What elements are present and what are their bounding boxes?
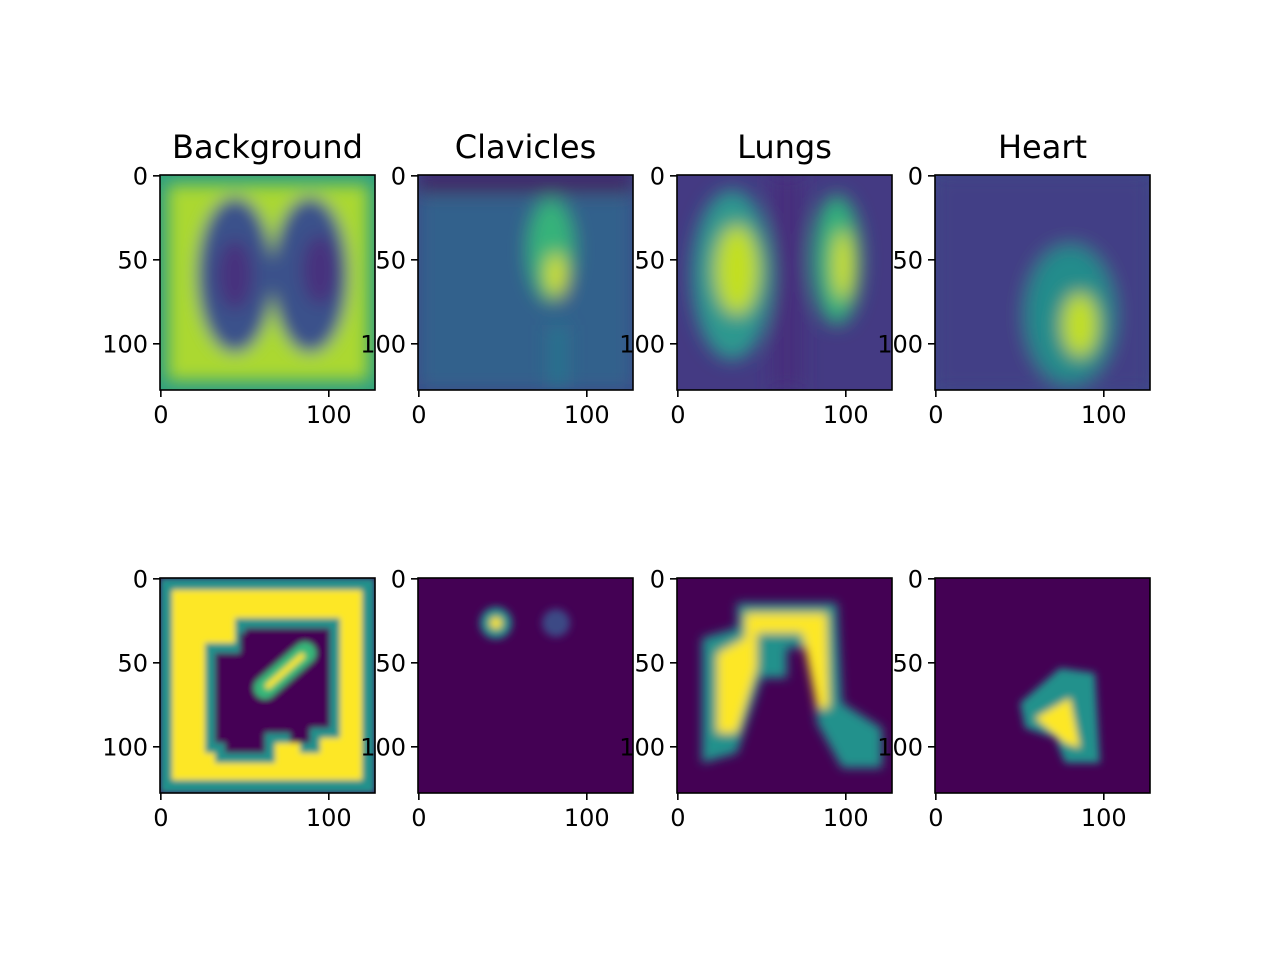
x-tick-label: 100 [1081,804,1127,832]
x-tick-label: 100 [564,401,610,429]
x-tick-label: 0 [928,401,943,429]
x-tick-label: 100 [1081,401,1127,429]
panel-clavicles-r1c2: Clavicles 0 100 0 50 100 [360,128,634,429]
y-tick-label: 100 [102,330,148,358]
x-tick-label: 0 [153,401,168,429]
x-tick-label: 0 [153,804,168,832]
panel-title: Clavicles [455,128,597,166]
x-tick-label: 100 [823,804,869,832]
y-tick-label: 100 [877,733,923,761]
x-tick-label: 0 [411,804,426,832]
y-tick-label: 100 [877,330,923,358]
y-tick-label: 100 [360,330,406,358]
panel-panel-r2c2: 0 100 0 50 100 [360,565,634,832]
x-tick-label: 100 [306,804,352,832]
panel-panel-r2c1: 0 100 0 50 100 [102,565,376,832]
y-tick-label: 50 [634,649,665,677]
y-tick-label: 0 [908,565,923,593]
panel-title: Heart [998,128,1087,166]
y-tick-label: 100 [360,733,406,761]
y-tick-label: 100 [619,330,665,358]
heatmap-image [418,175,633,390]
y-tick-label: 50 [892,649,923,677]
axes-frame [417,577,634,794]
y-tick-label: 50 [117,649,148,677]
axes-frame [159,174,376,391]
x-tick-label: 0 [670,401,685,429]
panel-heart-r1c4: Heart 0 100 0 50 100 [877,128,1151,429]
x-tick-label: 100 [823,401,869,429]
y-tick-label: 0 [133,162,148,190]
heatmap-image [160,175,375,390]
y-tick-label: 50 [634,246,665,274]
y-tick-label: 50 [375,246,406,274]
y-tick-label: 100 [102,733,148,761]
panel-panel-r2c4: 0 100 0 50 100 [877,565,1151,832]
axes-frame [934,174,1151,391]
y-tick-label: 0 [650,162,665,190]
panel-panel-r2c3: 0 100 0 50 100 [619,565,893,832]
y-tick-label: 0 [391,162,406,190]
y-tick-label: 0 [133,565,148,593]
x-tick-label: 100 [564,804,610,832]
heatmap-image [418,578,633,793]
y-tick-label: 50 [375,649,406,677]
panel-title: Background [172,128,363,166]
heatmap-image [935,175,1150,390]
y-tick-label: 0 [391,565,406,593]
panel-background-r1c1: Background 0 100 0 50 100 [102,128,376,429]
y-tick-label: 0 [650,565,665,593]
x-tick-label: 0 [670,804,685,832]
heatmap-image [677,578,892,793]
axes-frame [934,577,1151,794]
axes-frame [417,174,634,391]
y-tick-label: 100 [619,733,665,761]
panel-lungs-r1c3: Lungs 0 100 0 50 100 [619,128,893,429]
heatmap-image [160,578,375,793]
axes-frame [676,174,893,391]
y-tick-label: 50 [117,246,148,274]
x-tick-label: 0 [411,401,426,429]
heatmap-image [935,578,1150,793]
x-tick-label: 0 [928,804,943,832]
y-tick-label: 0 [908,162,923,190]
x-tick-label: 100 [306,401,352,429]
panel-title: Lungs [737,128,832,166]
axes-frame [676,577,893,794]
heatmap-image [677,175,892,390]
y-tick-label: 50 [892,246,923,274]
axes-frame [159,577,376,794]
